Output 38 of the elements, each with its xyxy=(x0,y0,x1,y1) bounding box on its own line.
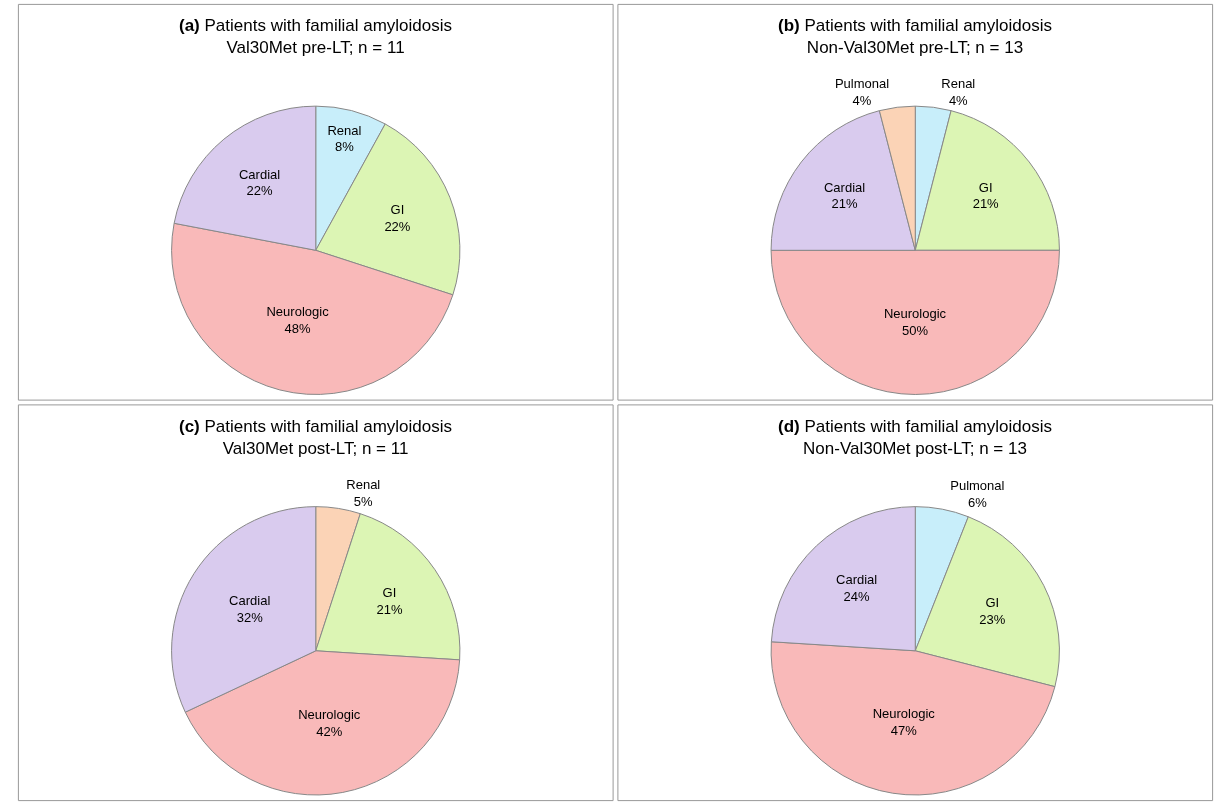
chart-title: (d) Patients with familial amyloidosis Non-Val30Met post-LT; n = 13 xyxy=(778,417,1052,459)
slice-label: Pulmonal xyxy=(950,477,1005,493)
data-label: 22% xyxy=(246,183,274,199)
data-label: 42% xyxy=(316,723,343,739)
chart-title: (a) Patients with familial amyloidosis Val30Met pre-LT; n = 11 xyxy=(179,16,453,58)
slice-label: Renal xyxy=(941,75,976,91)
data-label: 50% xyxy=(901,323,929,339)
chart-title: (b) Patients with familial amyloidosis Non-Val30Met pre-LT; n = 13 xyxy=(778,16,1052,58)
data-label: 6% xyxy=(967,494,988,510)
data-label: 21% xyxy=(831,196,859,212)
slice-label: GI xyxy=(978,179,993,195)
slice-label: Neurologic xyxy=(872,706,936,722)
data-label: 21% xyxy=(376,601,403,617)
data-label: 4% xyxy=(948,92,969,108)
data-label: 22% xyxy=(384,218,411,234)
data-label: 23% xyxy=(979,612,1006,628)
slice-label: Neurologic xyxy=(298,706,361,722)
slice-label: Cardial xyxy=(823,179,866,195)
slice-label: Renal xyxy=(327,122,362,138)
slice-label: GI xyxy=(985,595,1000,611)
slice-label: GI xyxy=(390,201,405,217)
slice-label: Cardial xyxy=(229,592,271,608)
slice-label: Cardial xyxy=(238,166,281,182)
slice-label: Renal xyxy=(346,476,381,492)
data-label: 47% xyxy=(890,723,918,739)
data-label: 24% xyxy=(843,589,871,605)
chart-title: (c) Patients with familial amyloidosis Val30Met post-LT; n = 11 xyxy=(179,417,453,459)
data-label: 48% xyxy=(284,321,311,337)
slice-label: Cardial xyxy=(836,572,878,588)
data-label: 4% xyxy=(852,92,872,108)
data-label: 8% xyxy=(335,139,355,155)
data-label: 5% xyxy=(353,493,374,509)
data-label: 21% xyxy=(972,196,1000,212)
slice-label: Neurologic xyxy=(266,304,330,320)
data-label: 32% xyxy=(236,609,264,625)
slice-label: Neurologic xyxy=(883,306,947,322)
slice-label: GI xyxy=(382,584,397,600)
slice-label: Pulmonal xyxy=(834,75,890,91)
